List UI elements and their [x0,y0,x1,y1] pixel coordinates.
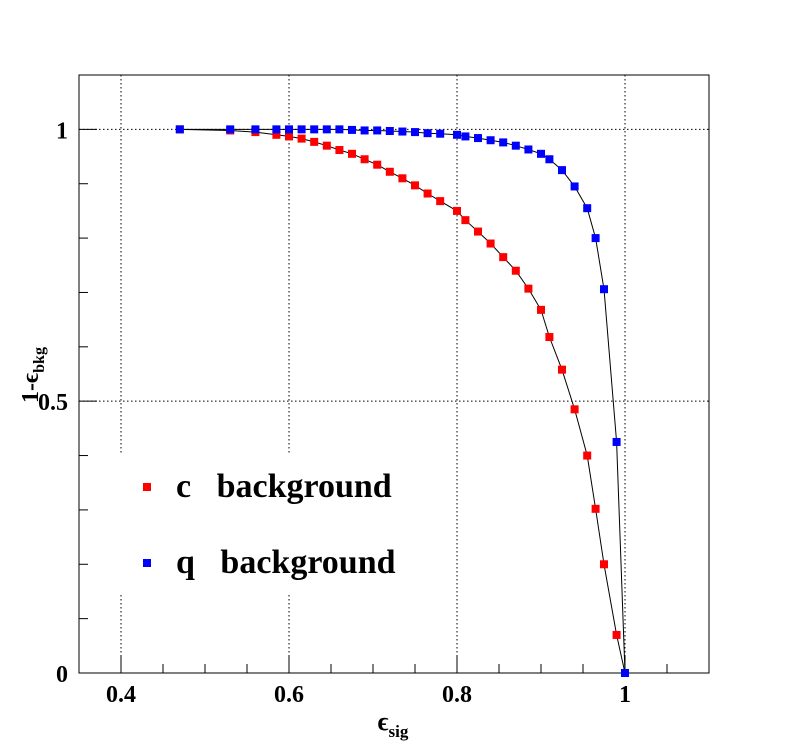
data-point-series-0 [600,560,608,569]
data-point-series-1 [411,128,419,137]
y-tick-label: 0 [56,662,68,688]
data-point-series-0 [453,206,461,215]
y-tick-label: 0.5 [38,390,68,416]
data-point-series-0 [583,451,592,460]
data-point-series-0 [499,253,508,262]
data-point-series-1 [322,125,331,134]
x-axis-symbol: ϵ [378,707,389,736]
data-point-series-1 [545,155,554,164]
x-tick-label: 0.8 [442,682,472,708]
data-point-series-0 [524,284,533,293]
x-tick-label: 0.6 [274,682,304,708]
legend-marker-c [143,483,151,491]
data-point-series-0 [558,365,566,374]
data-point-series-1 [621,669,629,677]
data-point-series-1 [474,134,482,143]
data-point-series-0 [423,189,432,198]
y-axis-subscript: bkg [31,347,48,373]
data-point-series-1 [570,182,579,191]
data-point-series-1 [461,132,470,141]
data-point-series-0 [360,155,369,164]
data-point-series-1 [423,129,432,138]
data-point-series-1 [436,129,445,138]
data-point-series-1 [373,126,382,135]
x-axis-subscript: sig [389,722,409,741]
data-point-series-1 [600,285,608,294]
axis-ticks [78,74,710,674]
data-point-series-1 [226,125,235,134]
data-point-series-0 [373,160,382,169]
plot-frame [78,74,710,674]
data-point-series-0 [461,216,470,225]
series-points [175,125,629,677]
y-axis-prefix: 1- [18,383,44,403]
data-point-series-1 [499,138,508,147]
data-point-series-1 [297,125,306,134]
data-point-series-0 [398,174,407,183]
data-point-series-0 [612,630,621,639]
legend-box [118,455,448,595]
data-point-series-1 [335,125,344,134]
legend-label-c: c background [176,468,392,505]
data-point-series-1 [398,127,407,136]
data-point-series-1 [612,437,621,446]
data-point-series-0 [310,137,319,146]
data-point-series-0 [570,405,579,414]
data-point-series-0 [486,239,495,248]
data-point-series-1 [348,125,356,134]
data-point-series-0 [297,134,306,143]
data-point-series-1 [511,141,520,150]
y-tick-labels: 00.51 [38,118,68,688]
data-point-series-1 [310,125,319,134]
data-point-series-0 [335,146,344,155]
data-point-series-1 [537,149,545,158]
data-point-series-0 [285,132,293,141]
data-point-series-0 [591,504,600,513]
data-point-series-0 [537,305,545,314]
data-point-series-0 [411,181,419,190]
legend-label-q: q background [176,544,396,581]
data-point-series-0 [272,130,281,139]
data-point-series-1 [360,126,369,135]
data-point-series-0 [511,266,520,275]
x-tick-label: 1 [619,682,631,708]
x-tick-labels: 0.4 0.6 0.8 1 [106,682,631,708]
y-axis-label: 1-ϵbkg [18,347,48,403]
data-point-series-1 [453,130,461,139]
x-tick-label: 0.4 [106,682,136,708]
data-point-series-1 [583,204,592,213]
data-point-series-1 [272,125,281,134]
data-point-series-1 [385,126,394,135]
legend-marker-q [143,559,151,567]
data-point-series-0 [545,333,554,342]
data-point-series-1 [251,125,260,134]
data-point-series-0 [385,167,394,176]
data-point-series-1 [175,125,184,134]
y-axis-symbol: ϵ [18,373,44,383]
x-axis-label: ϵsig [378,707,409,741]
y-tick-label: 1 [56,118,68,144]
data-point-series-0 [436,197,445,206]
legend: c background q background [118,455,448,595]
data-point-series-1 [558,166,566,175]
data-point-series-0 [322,141,331,150]
data-point-series-1 [524,145,533,154]
data-point-series-1 [591,234,600,243]
data-point-series-1 [285,125,293,134]
data-point-series-1 [486,136,495,145]
data-point-series-0 [348,149,356,158]
data-point-series-0 [474,227,482,236]
